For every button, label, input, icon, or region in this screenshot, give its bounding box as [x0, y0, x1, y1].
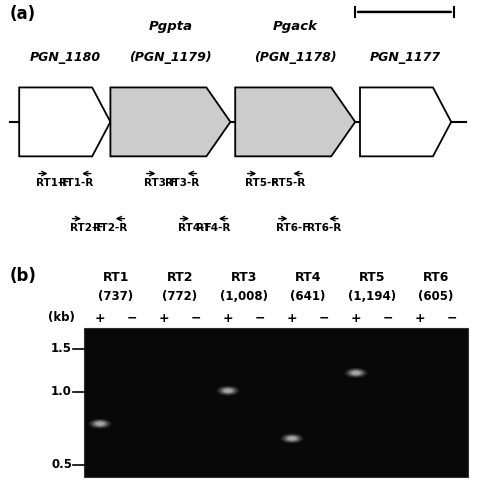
Text: RT1: RT1 [103, 271, 129, 284]
Text: −: − [383, 312, 393, 325]
Text: 0.5 kb: 0.5 kb [378, 0, 431, 2]
Text: (b): (b) [10, 268, 36, 285]
Ellipse shape [217, 386, 239, 396]
Text: (605): (605) [418, 290, 454, 302]
Text: RT3-F: RT3-F [144, 178, 178, 188]
Ellipse shape [94, 421, 106, 426]
Ellipse shape [281, 434, 303, 444]
Ellipse shape [350, 370, 362, 376]
Text: −: − [255, 312, 265, 325]
Text: +: + [287, 312, 297, 325]
Text: RT5-F: RT5-F [245, 178, 278, 188]
Text: +: + [415, 312, 425, 325]
Text: (737): (737) [98, 290, 133, 302]
Ellipse shape [89, 419, 111, 428]
Text: −: − [191, 312, 201, 325]
Text: (a): (a) [10, 6, 36, 24]
Text: (PGN_1179): (PGN_1179) [129, 50, 212, 64]
Ellipse shape [96, 422, 104, 426]
Text: RT2: RT2 [167, 271, 193, 284]
Text: RT1-R: RT1-R [60, 178, 94, 188]
Text: RT6-F: RT6-F [276, 223, 310, 233]
Text: Pgpta: Pgpta [148, 20, 192, 33]
Ellipse shape [286, 436, 298, 441]
Text: Pgack: Pgack [273, 20, 318, 33]
Text: 0.5: 0.5 [51, 458, 72, 471]
Text: RT2-R: RT2-R [93, 223, 127, 233]
Polygon shape [360, 88, 451, 156]
Text: RT4-R: RT4-R [196, 223, 230, 233]
Ellipse shape [345, 368, 367, 378]
Text: (772): (772) [162, 290, 198, 302]
Text: RT3-R: RT3-R [165, 178, 199, 188]
Text: PGN_1180: PGN_1180 [29, 50, 100, 64]
Text: 1.0: 1.0 [51, 385, 72, 398]
Text: (641): (641) [290, 290, 326, 302]
Polygon shape [110, 88, 230, 156]
Text: RT4: RT4 [295, 271, 321, 284]
Text: RT2-F: RT2-F [70, 223, 103, 233]
Polygon shape [19, 88, 110, 156]
Text: RT6-R: RT6-R [307, 223, 341, 233]
Ellipse shape [284, 434, 300, 442]
Ellipse shape [222, 388, 234, 394]
Ellipse shape [352, 371, 360, 374]
Text: RT4-F: RT4-F [178, 223, 211, 233]
Text: (kb): (kb) [48, 311, 74, 324]
Text: +: + [351, 312, 361, 325]
Text: RT6: RT6 [423, 271, 449, 284]
Bar [84, 328, 468, 476]
Polygon shape [235, 88, 355, 156]
Text: +: + [159, 312, 169, 325]
Text: RT5-R: RT5-R [271, 178, 305, 188]
Text: −: − [447, 312, 457, 325]
Ellipse shape [348, 369, 364, 376]
Text: RT5: RT5 [359, 271, 385, 284]
Text: +: + [223, 312, 233, 325]
Text: RT3: RT3 [231, 271, 257, 284]
Ellipse shape [288, 436, 296, 440]
Text: −: − [127, 312, 137, 325]
Ellipse shape [224, 389, 232, 392]
Text: +: + [95, 312, 105, 325]
Text: −: − [319, 312, 329, 325]
Text: PGN_1177: PGN_1177 [370, 50, 441, 64]
Text: RT1-F: RT1-F [36, 178, 70, 188]
Text: 1.5: 1.5 [51, 342, 72, 355]
Ellipse shape [219, 387, 236, 394]
Text: (PGN_1178): (PGN_1178) [254, 50, 336, 64]
Text: (1,194): (1,194) [348, 290, 396, 302]
Ellipse shape [92, 420, 108, 428]
Text: (1,008): (1,008) [220, 290, 268, 302]
